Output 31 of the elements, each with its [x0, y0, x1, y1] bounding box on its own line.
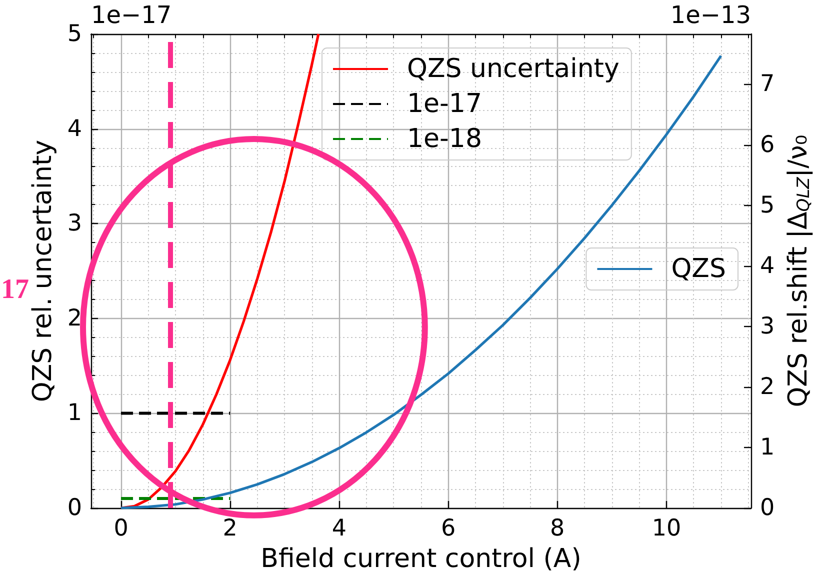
legend-label: QZS [671, 254, 726, 284]
y2-tick-label: 1 [760, 434, 775, 460]
text: 1e−13 [670, 1, 752, 29]
y2-tick-label: 0 [760, 495, 775, 521]
x-tick-label: 0 [114, 516, 128, 542]
x-axis-title: Bfield current control (A) [260, 544, 582, 574]
text: 1e−17 [91, 1, 172, 29]
text: 17 [1, 274, 29, 306]
x-tick-label: 2 [222, 516, 238, 542]
y-tick-label: 4 [67, 116, 82, 142]
y2-tick-label: 2 [760, 374, 775, 400]
y-tick-label: 1 [67, 400, 82, 426]
y-tick-label: 0 [67, 495, 82, 521]
x-tick-label: 6 [440, 516, 456, 542]
y2-tick-label: 7 [760, 71, 775, 98]
line-series [120, 54, 722, 510]
x-tick-label: 8 [550, 516, 565, 542]
y-tick-label: 5 [67, 21, 82, 47]
legend-label: 1e-17 [407, 89, 482, 119]
y2-tick-label: 4 [760, 252, 775, 279]
y2-tick-label: 3 [760, 313, 775, 340]
y2-axis-title: QZS rel.shift |ΔQLZ|/ν₀ [784, 134, 814, 408]
x-tick-label: 4 [332, 516, 346, 542]
legend-label: 1e-18 [407, 124, 482, 154]
y2-tick-label: 5 [760, 192, 775, 218]
legend-label: QZS uncertainty [407, 54, 620, 84]
y-tick-label: 2 [67, 305, 82, 332]
y-axis-title: QZS rel. uncertainty [28, 140, 58, 402]
y-tick-label: 3 [67, 210, 82, 237]
x-tick-label: 10 [652, 516, 682, 542]
y2-tick-label: 6 [760, 132, 775, 158]
